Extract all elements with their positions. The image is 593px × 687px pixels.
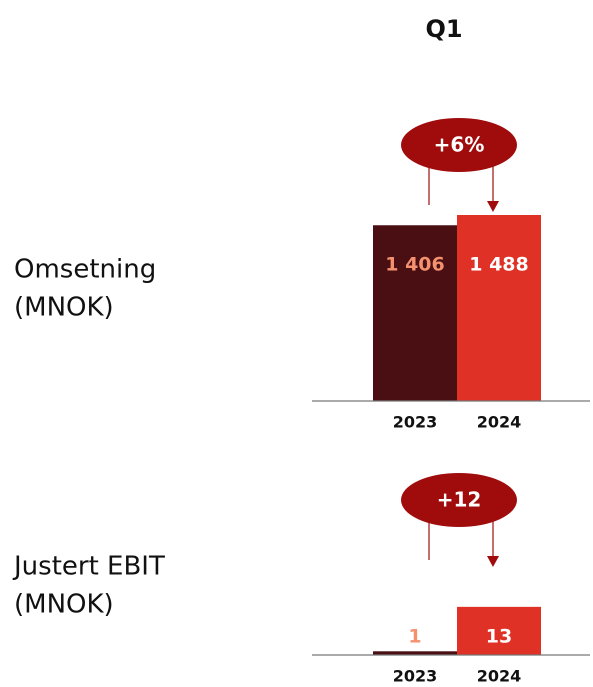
category-label: 2024 — [477, 667, 522, 686]
change-badge — [401, 473, 517, 527]
value-label: 1 — [408, 626, 421, 648]
change-badge — [401, 118, 517, 172]
metric-unit: (MNOK) — [14, 590, 114, 620]
bar — [457, 606, 541, 655]
metric-title: Omsetning — [14, 255, 156, 285]
value-label: 13 — [486, 626, 512, 648]
arrow-head — [487, 201, 499, 212]
category-label: 2024 — [477, 413, 522, 432]
bar — [457, 215, 541, 401]
change-label: +6% — [434, 133, 485, 157]
category-label: 2023 — [393, 413, 438, 432]
category-label: 2023 — [393, 667, 438, 686]
period-title: Q1 — [425, 15, 462, 43]
metric-unit: (MNOK) — [14, 293, 114, 323]
change-label: +12 — [437, 488, 482, 512]
value-label: 1 406 — [385, 254, 445, 276]
arrow-head — [487, 556, 499, 567]
bar — [373, 225, 457, 401]
bar — [373, 651, 457, 655]
value-label: 1 488 — [469, 254, 529, 276]
metric-title: Justert EBIT — [12, 552, 165, 582]
